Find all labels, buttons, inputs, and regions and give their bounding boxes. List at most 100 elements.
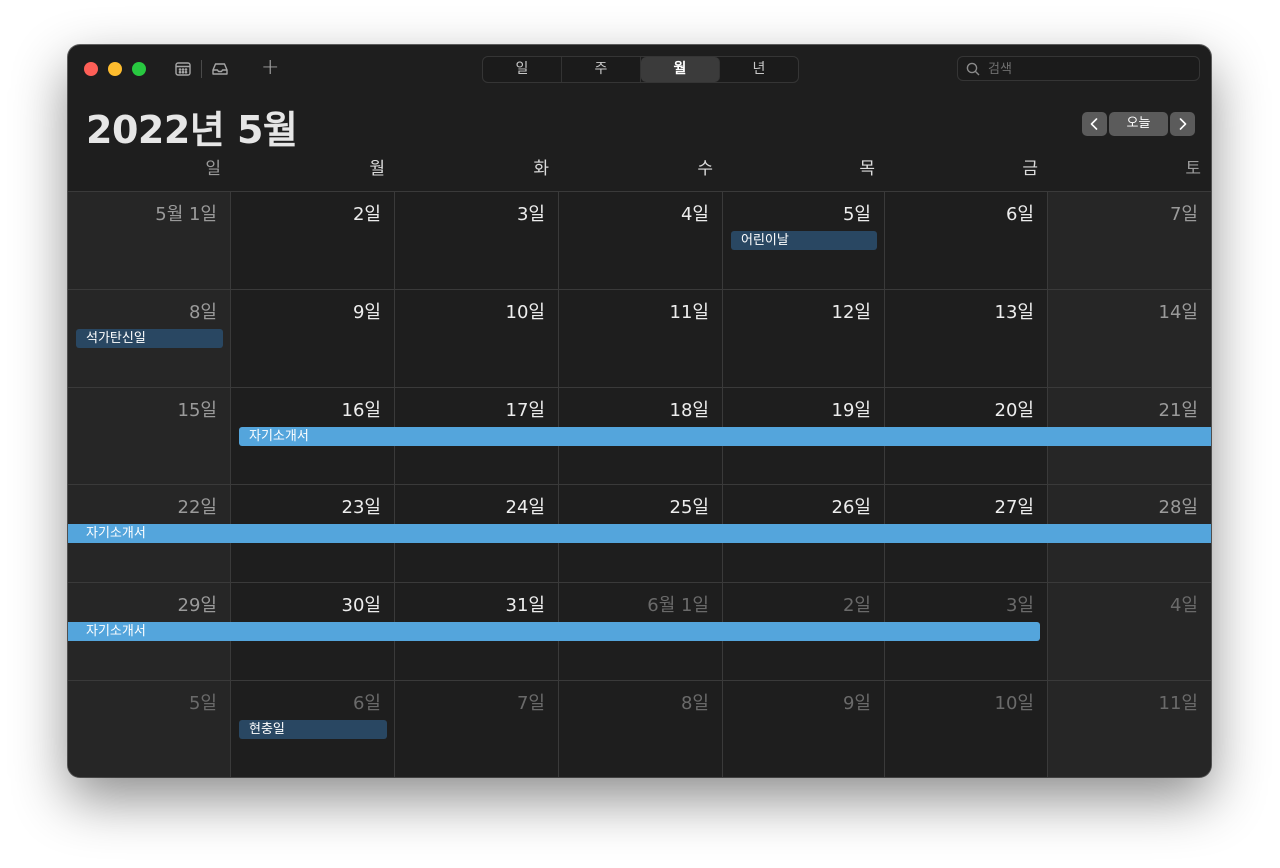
- day-cell[interactable]: 4일: [1048, 582, 1211, 680]
- add-event-button[interactable]: +: [261, 55, 280, 80]
- day-cell[interactable]: 11일: [559, 288, 723, 387]
- toolbar-separator: [201, 60, 202, 78]
- day-number: 10일: [505, 301, 545, 323]
- day-number: 7일: [1169, 204, 1198, 225]
- day-number: 12일: [831, 301, 871, 323]
- day-number: 4일: [680, 204, 709, 225]
- day-number: 16일: [341, 399, 381, 421]
- day-number: 10일: [994, 693, 1034, 714]
- minimize-window-button[interactable]: [108, 62, 122, 76]
- calendar-event[interactable]: 자기소개서: [68, 524, 1211, 544]
- day-number: 23일: [341, 497, 381, 519]
- view-tab-0[interactable]: 일: [483, 57, 562, 82]
- day-number: 6일: [1005, 204, 1034, 225]
- day-cell[interactable]: 5일: [68, 680, 231, 777]
- day-number: 31일: [505, 595, 545, 617]
- zoom-window-button[interactable]: [132, 62, 146, 76]
- day-number: 5일: [188, 693, 217, 714]
- day-number: 24일: [505, 497, 545, 519]
- day-cell[interactable]: 5월 1일: [68, 191, 231, 289]
- day-number: 5월 1일: [155, 204, 217, 225]
- day-cell[interactable]: 15일: [68, 386, 231, 485]
- day-number: 18일: [669, 399, 709, 421]
- view-tab-2[interactable]: 월: [641, 57, 720, 82]
- search-input[interactable]: [986, 57, 1190, 82]
- day-cell[interactable]: 3일: [885, 582, 1048, 680]
- day-number: 3일: [1005, 595, 1034, 617]
- day-cell[interactable]: 9일: [723, 680, 885, 777]
- previous-month-button[interactable]: [1082, 112, 1107, 136]
- day-number: 6일: [352, 693, 381, 714]
- day-number: 15일: [177, 399, 217, 421]
- day-number: 28일: [1158, 497, 1198, 519]
- day-number: 19일: [831, 399, 871, 421]
- day-cell[interactable]: 10일: [395, 288, 559, 387]
- day-number: 3일: [516, 204, 545, 225]
- day-number: 4일: [1169, 595, 1198, 617]
- day-number: 5일: [842, 204, 871, 225]
- day-cell[interactable]: 2일: [231, 191, 395, 289]
- holiday-event[interactable]: 어린이날: [731, 231, 877, 250]
- day-cell[interactable]: 3일: [395, 191, 559, 289]
- weekday-label: 수: [697, 159, 713, 179]
- day-number: 17일: [505, 399, 545, 421]
- day-number: 2일: [842, 595, 871, 617]
- month-grid: 5월 1일 2일 3일 4일 5일 6일 7일 8일 9일 10일 11일 12일 13일 14일 15일 1…: [68, 191, 1211, 777]
- day-number: 14일: [1158, 301, 1198, 323]
- calendar-event[interactable]: 자기소개서: [239, 426, 1211, 446]
- day-number: 22일: [177, 497, 217, 519]
- day-number: 11일: [1158, 693, 1198, 714]
- day-number: 6월 1일: [647, 595, 709, 617]
- day-cell[interactable]: 9일: [231, 288, 395, 387]
- day-number: 8일: [188, 301, 217, 323]
- day-cell[interactable]: 5일: [723, 191, 885, 289]
- day-cell[interactable]: 6일: [885, 191, 1048, 289]
- day-number: 9일: [352, 301, 381, 323]
- day-number: 8일: [680, 693, 709, 714]
- holiday-event[interactable]: 석가탄신일: [76, 328, 223, 348]
- day-cell[interactable]: 7일: [1048, 191, 1211, 289]
- weekday-label: 월: [369, 159, 385, 179]
- day-cell[interactable]: 6일: [231, 680, 395, 777]
- day-number: 11일: [669, 301, 709, 323]
- weekday-label: 일: [205, 159, 221, 179]
- view-tab-3[interactable]: 년: [752, 61, 766, 77]
- day-cell[interactable]: 11일: [1048, 680, 1211, 777]
- day-cell[interactable]: 13일: [885, 288, 1048, 387]
- today-button[interactable]: 오늘: [1109, 112, 1168, 136]
- day-number: 13일: [994, 301, 1034, 323]
- weekday-label: 금: [1022, 159, 1038, 179]
- search-field[interactable]: [957, 56, 1200, 82]
- next-month-button[interactable]: [1170, 112, 1195, 136]
- chevron-right-icon: [1179, 118, 1187, 130]
- weekday-label: 토: [1185, 159, 1201, 179]
- holiday-event[interactable]: 현충일: [239, 720, 387, 739]
- day-cell[interactable]: 10일: [885, 680, 1048, 777]
- day-number: 2일: [352, 204, 381, 225]
- day-number: 30일: [341, 595, 381, 617]
- view-tab-1[interactable]: 주: [562, 57, 641, 82]
- close-window-button[interactable]: [84, 62, 98, 76]
- day-cell[interactable]: 12일: [723, 288, 885, 387]
- day-number: 9일: [842, 693, 871, 714]
- inbox-tray-icon[interactable]: [210, 59, 230, 79]
- weekday-label: 화: [533, 159, 549, 179]
- day-cell[interactable]: 4일: [559, 191, 723, 289]
- chevron-left-icon: [1090, 118, 1098, 130]
- day-cell[interactable]: 7일: [395, 680, 559, 777]
- calendar-event[interactable]: 자기소개서: [68, 622, 1040, 642]
- day-cell[interactable]: 14일: [1048, 288, 1211, 387]
- month-title: 2022년 5월: [86, 108, 298, 152]
- day-number: 26일: [831, 497, 871, 519]
- weekday-label: 목: [859, 159, 875, 179]
- day-number: 7일: [516, 693, 545, 714]
- calendar-list-icon[interactable]: [173, 59, 193, 79]
- day-number: 20일: [994, 399, 1034, 421]
- day-cell[interactable]: 8일: [559, 680, 723, 777]
- search-icon: [966, 62, 980, 76]
- date-navigation: 오늘: [1082, 112, 1195, 136]
